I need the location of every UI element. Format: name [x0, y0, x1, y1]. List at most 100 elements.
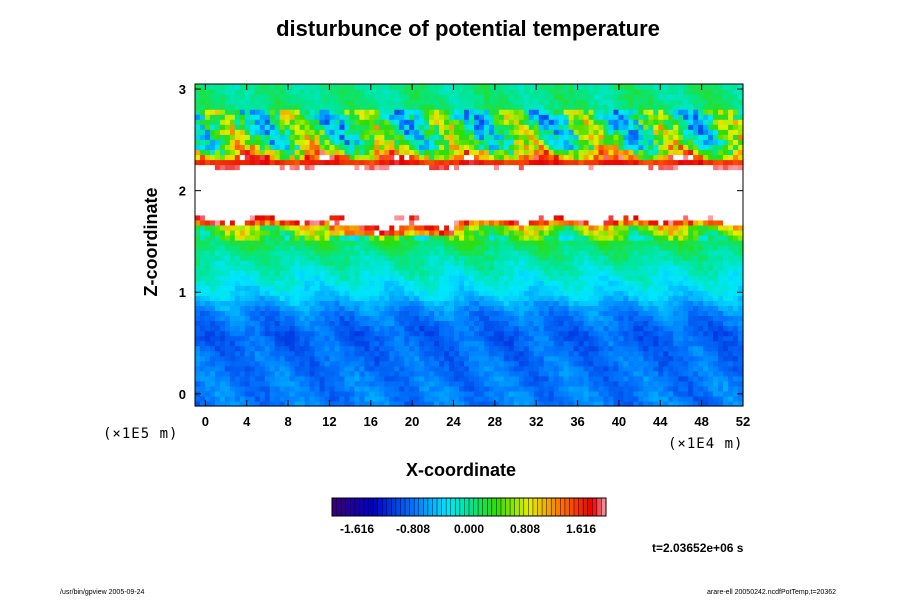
heatmap-cell	[329, 199, 336, 206]
heatmap-cell	[449, 350, 455, 357]
heatmap-cell	[583, 245, 590, 251]
heatmap-cell	[528, 310, 535, 317]
heatmap-cell	[723, 365, 729, 372]
heatmap-cell	[444, 340, 450, 347]
heatmap-cell	[234, 174, 241, 181]
heatmap-cell	[254, 390, 261, 397]
heatmap-cell	[623, 305, 630, 312]
heatmap-cell	[284, 194, 291, 201]
heatmap-cell	[444, 265, 450, 271]
heatmap-cell	[578, 270, 585, 276]
heatmap-cell	[384, 214, 390, 221]
heatmap-cell	[364, 285, 370, 291]
heatmap-cell	[264, 355, 271, 362]
heatmap-cell	[389, 340, 395, 347]
heatmap-cell	[209, 355, 216, 362]
heatmap-cell	[289, 305, 296, 312]
heatmap-cell	[434, 239, 440, 246]
heatmap-cell	[553, 315, 560, 322]
heatmap-cell	[738, 380, 744, 387]
heatmap-cell	[229, 375, 236, 382]
heatmap-cell	[503, 310, 510, 317]
heatmap-cell	[598, 184, 605, 191]
heatmap-cell	[578, 395, 585, 402]
heatmap-cell	[728, 350, 734, 357]
heatmap-cell	[588, 315, 595, 322]
heatmap-cell	[459, 219, 465, 226]
heatmap-cell	[498, 310, 505, 317]
heatmap-cell	[269, 400, 276, 407]
heatmap-cell	[259, 239, 266, 246]
heatmap-cell	[668, 229, 674, 236]
heatmap-cell	[623, 204, 630, 211]
heatmap-cell	[195, 380, 201, 387]
heatmap-cell	[568, 340, 575, 347]
heatmap-cell	[718, 355, 724, 362]
heatmap-cell	[464, 245, 470, 251]
heatmap-cell	[359, 224, 365, 231]
heatmap-cell	[399, 285, 405, 291]
heatmap-cell	[583, 270, 590, 276]
heatmap-cell	[259, 375, 266, 382]
heatmap-cell	[543, 395, 550, 402]
heatmap-cell	[533, 194, 540, 201]
heatmap-cell	[708, 255, 714, 261]
heatmap-cell	[364, 229, 370, 236]
heatmap-cell	[723, 250, 729, 256]
heatmap-cell	[618, 214, 625, 221]
heatmap-cell	[613, 365, 620, 372]
heatmap-cell	[478, 280, 485, 286]
heatmap-cell	[648, 305, 654, 312]
heatmap-cell	[648, 260, 654, 266]
heatmap-cell	[354, 204, 360, 211]
heatmap-cell	[204, 280, 211, 286]
heatmap-cell	[638, 179, 644, 186]
heatmap-cell	[239, 179, 246, 186]
heatmap-cell	[379, 189, 385, 196]
heatmap-cell	[488, 390, 495, 397]
heatmap-cell	[209, 285, 216, 291]
heatmap-cell	[369, 355, 375, 362]
heatmap-cell	[588, 375, 595, 382]
heatmap-cell	[603, 250, 610, 256]
heatmap-cell	[693, 245, 699, 251]
heatmap-cell	[454, 380, 460, 387]
heatmap-cell	[344, 234, 351, 241]
heatmap-cell	[264, 229, 271, 236]
heatmap-cell	[508, 214, 515, 221]
heatmap-cell	[553, 260, 560, 266]
heatmap-cell	[648, 234, 654, 241]
heatmap-cell	[319, 224, 326, 231]
heatmap-cell	[548, 179, 555, 186]
heatmap-cell	[384, 320, 390, 327]
heatmap-cell	[379, 395, 385, 402]
heatmap-cell	[578, 275, 585, 281]
heatmap-cell	[518, 385, 525, 392]
heatmap-cell	[618, 330, 625, 337]
heatmap-cell	[359, 179, 365, 186]
heatmap-cell	[324, 245, 331, 251]
heatmap-cell	[593, 234, 600, 241]
heatmap-cell	[379, 290, 385, 296]
heatmap-cell	[583, 325, 590, 332]
heatmap-cell	[359, 395, 365, 402]
heatmap-cell	[369, 174, 375, 181]
heatmap-cell	[304, 194, 311, 201]
heatmap-cell	[434, 300, 440, 306]
heatmap-cell	[204, 330, 211, 337]
heatmap-cell	[224, 234, 231, 241]
heatmap-cell	[409, 330, 415, 337]
heatmap-cell	[673, 400, 679, 407]
heatmap-cell	[229, 199, 236, 206]
heatmap-cell	[429, 285, 435, 291]
heatmap-cell	[688, 400, 694, 407]
heatmap-cell	[548, 290, 555, 296]
heatmap-cell	[478, 245, 485, 251]
heatmap-cell	[304, 310, 311, 317]
heatmap-cell	[728, 229, 734, 236]
heatmap-cell	[239, 194, 246, 201]
heatmap-cell	[563, 300, 570, 306]
heatmap-cell	[578, 199, 585, 206]
heatmap-cell	[299, 174, 306, 181]
heatmap-cell	[304, 250, 311, 256]
